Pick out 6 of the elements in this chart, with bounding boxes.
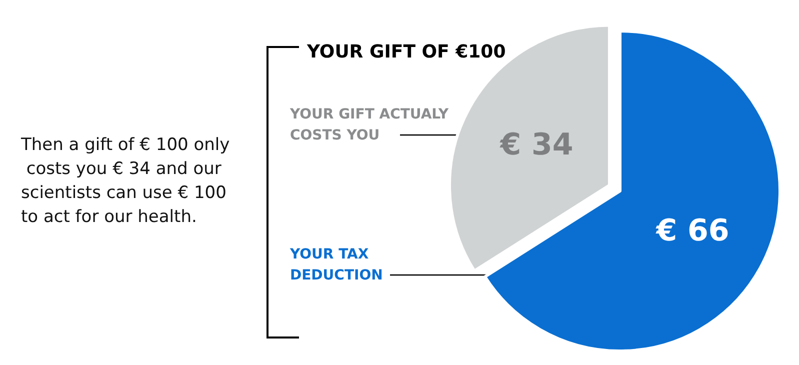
text: Then a gift of € 100 only costs you € 34 and our scientists can use € 100 to act for our health.	[20, 135, 232, 227]
text: YOUR GIFT OF €100	[306, 42, 506, 62]
slice-label: YOUR GIFT ACTUALY COSTS YOU	[289, 106, 454, 144]
slice-label: YOUR TAX DEDUCTION	[289, 246, 383, 284]
data-label: € 34	[499, 128, 574, 163]
data-label: € 66	[655, 213, 730, 248]
